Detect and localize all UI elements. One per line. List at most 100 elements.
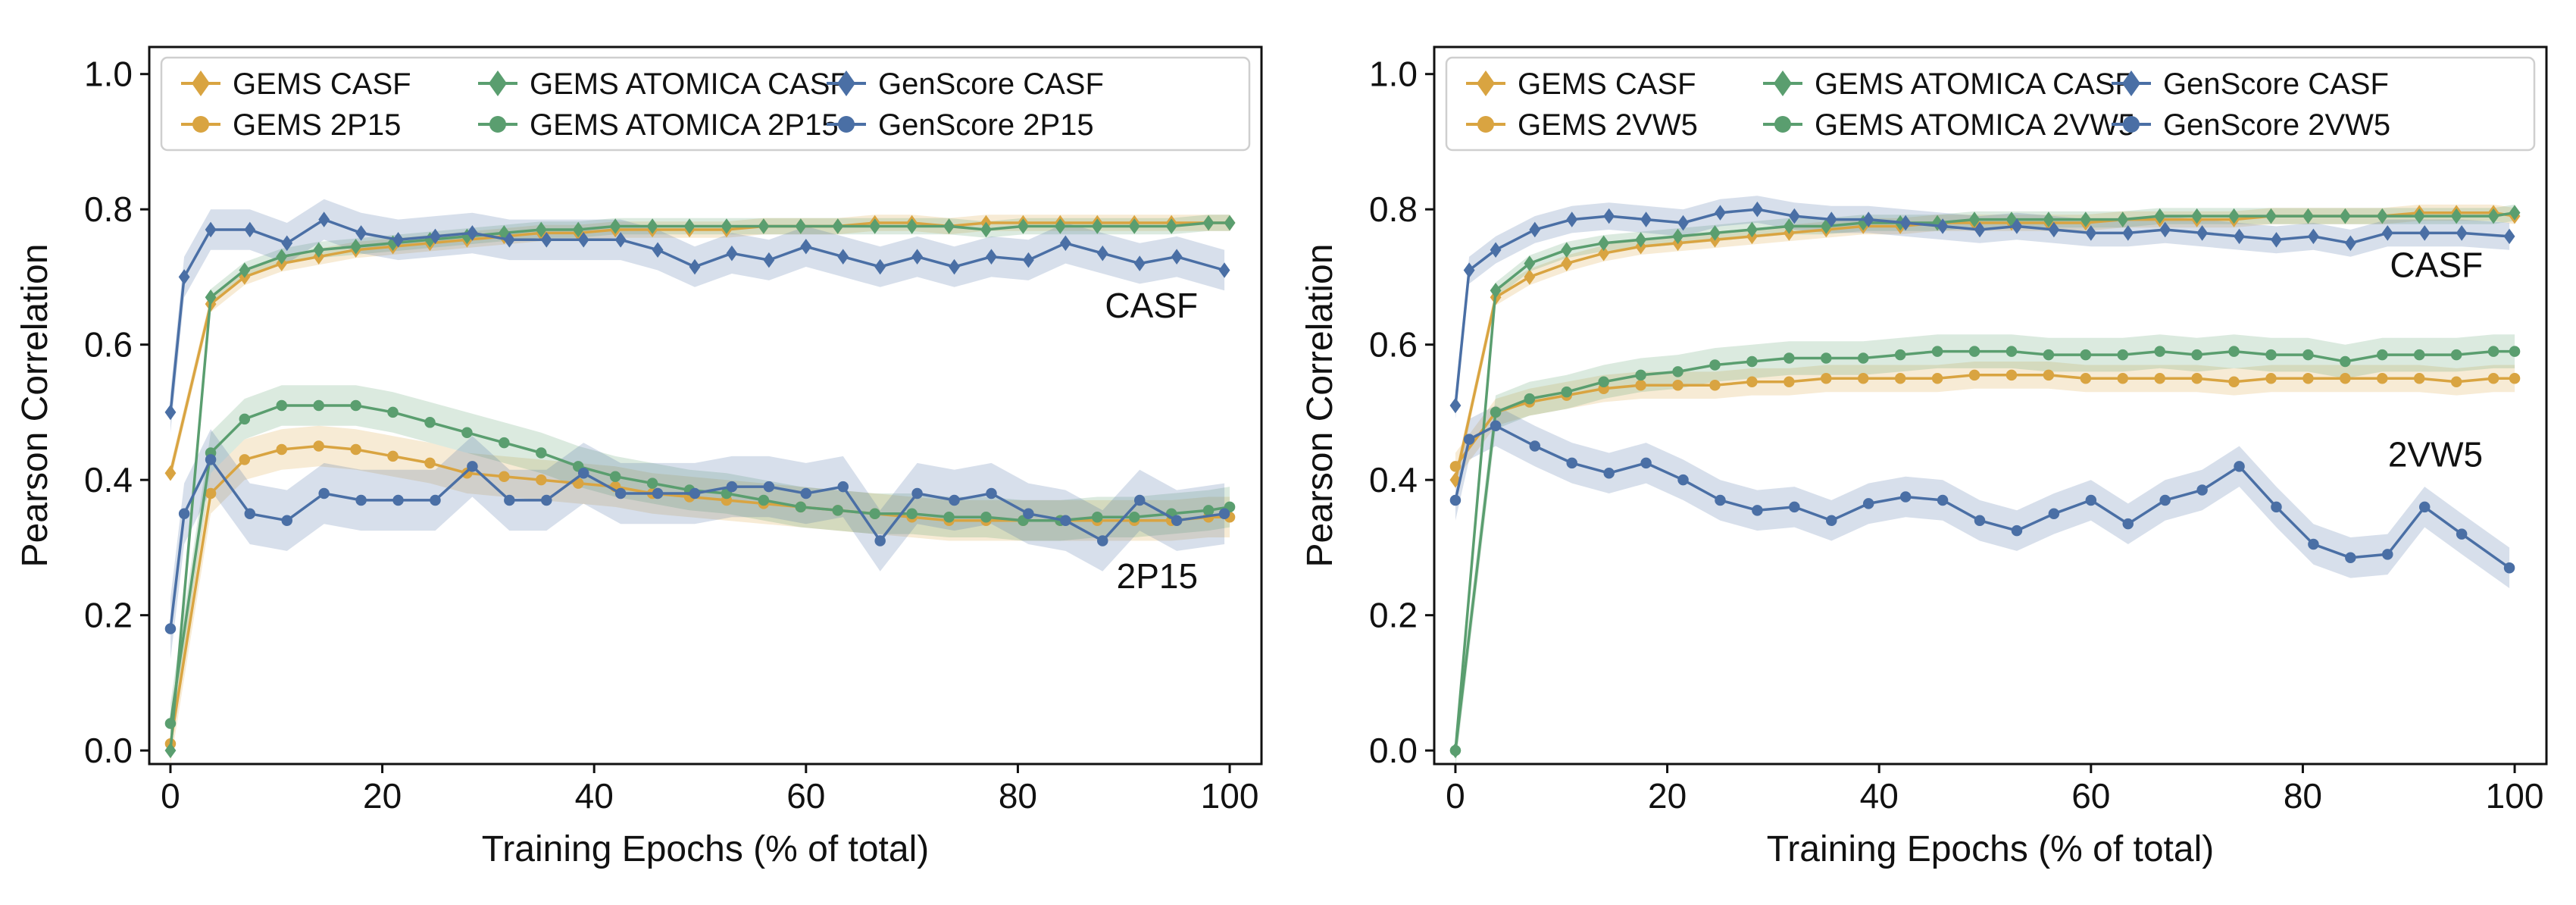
chart0-point-2-10 [535, 221, 547, 238]
chart0-point-1-6 [387, 450, 399, 462]
chart0-legend-box [160, 56, 1251, 152]
chart1-point-5-7 [1677, 474, 1689, 486]
chart1-point-2-4 [1598, 235, 1610, 252]
chart0-xtick-label-5: 100 [1201, 776, 1259, 816]
chart0-point-4-24 [1022, 252, 1034, 268]
chart1-point-1-29 [2509, 373, 2521, 384]
chart1-point-4-3 [1529, 221, 1541, 238]
chart0-point-2-27 [1165, 218, 1177, 234]
chart0-point-2-14 [683, 218, 696, 234]
chart0-point-5-24 [1023, 508, 1034, 520]
chart1-point-4-10 [1788, 208, 1800, 224]
chart1-point-4-0 [1449, 397, 1462, 414]
chart0-point-4-23 [986, 249, 997, 265]
chart1-legend-marker-1 [1477, 116, 1494, 133]
chart0-ytick-label-0: 0.0 [84, 731, 133, 770]
chart1-point-0-3 [1561, 255, 1573, 271]
chart0-point-5-1 [178, 508, 190, 520]
chart1-series-line-4 [1454, 208, 2510, 406]
chart0-point-2-28 [1202, 215, 1215, 231]
chart1-point-4-7 [1677, 215, 1689, 231]
chart1-point-1-5 [1635, 379, 1646, 391]
chart1-point-2-8 [1746, 221, 1758, 238]
chart1-legend-marker-3 [1774, 116, 1791, 133]
chart1-point-0-0 [1449, 471, 1462, 488]
chart1-point-5-0 [1449, 494, 1462, 506]
chart1-point-5-6 [1640, 457, 1652, 469]
chart1-point-1-23 [2302, 373, 2314, 384]
chart0-series-line-2 [169, 221, 1230, 751]
chart0-xtick-label-1: 20 [363, 776, 402, 816]
chart1-point-4-27 [2418, 225, 2431, 241]
chart0-point-5-22 [949, 494, 960, 506]
chart1-point-5-10 [1789, 501, 1800, 513]
chart1-point-5-28 [2456, 528, 2468, 540]
chart-panel-left: 0 20 40 60 80 100 0.0 0.2 0.4 0.6 0.8 1.0 Training E… [15, 45, 1263, 869]
chart0-point-3-8 [461, 427, 473, 438]
chart1-point-5-5 [1603, 467, 1615, 479]
chart1-point-1-18 [2117, 373, 2129, 384]
chart0-point-1-5 [350, 443, 361, 456]
chart1-point-4-17 [2048, 221, 2060, 238]
chart0-point-5-17 [763, 481, 775, 493]
chart1-point-2-20 [2191, 208, 2203, 224]
chart1-legend-label-3: GEMS ATOMICA 2VW5 [1815, 108, 2135, 142]
chart1-point-5-15 [1974, 515, 1986, 526]
chart1-point-3-8 [1746, 355, 1758, 368]
chart0-point-2-20 [906, 218, 918, 234]
chart1-point-3-1 [1490, 406, 1502, 418]
chart1-point-5-26 [2382, 549, 2393, 560]
chart0-legend-label-1: GEMS 2P15 [233, 108, 401, 142]
chart0-band-5 [170, 429, 1225, 659]
chart0-point-5-12 [577, 467, 589, 479]
chart1-point-5-25 [2345, 552, 2356, 564]
chart1-point-5-11 [1826, 515, 1837, 526]
chart1-legend-marker-0 [1477, 70, 1495, 96]
chart1-xtick-label-3: 60 [2071, 776, 2110, 816]
chart0-series-line-5 [169, 458, 1225, 629]
chart1-point-3-28 [2487, 346, 2499, 357]
chart0-point-4-20 [874, 258, 886, 275]
chart0-band-4 [170, 199, 1225, 433]
chart0-legend-marker-5 [838, 116, 855, 133]
chart1-point-1-10 [1821, 373, 1832, 384]
chart1-point-5-3 [1529, 440, 1541, 452]
chart1-ytick-label-1: 0.2 [1369, 596, 1418, 635]
chart1-point-5-24 [2308, 538, 2319, 550]
chart0-point-5-29 [1218, 508, 1230, 520]
chart0-point-1-4 [313, 440, 324, 452]
chart0-point-3-26 [1128, 512, 1140, 523]
chart0-point-3-4 [313, 399, 324, 412]
chart1-point-5-13 [1899, 491, 1912, 503]
chart1-point-4-25 [2344, 235, 2356, 252]
chart0-legend-marker-4 [837, 70, 855, 96]
chart1-point-3-19 [2154, 346, 2165, 357]
chart1-point-4-23 [2271, 232, 2282, 248]
chart1-legend-marker-5 [2123, 116, 2140, 133]
chart1-point-4-22 [2234, 228, 2245, 245]
chart0-point-2-13 [646, 218, 658, 234]
chart0-point-3-3 [276, 399, 288, 412]
chart1-point-5-23 [2271, 501, 2282, 513]
chart0-point-4-27 [1133, 255, 1146, 271]
chart1-point-2-27 [2450, 208, 2462, 224]
chart1-ytick-label-0: 0.0 [1369, 731, 1418, 770]
chart1-point-3-4 [1598, 376, 1609, 388]
chart1-point-3-13 [1931, 346, 1943, 357]
chart0-point-1-1 [205, 487, 217, 499]
chart0-ytick-label-5: 1.0 [84, 55, 133, 94]
chart0-point-5-16 [726, 481, 738, 493]
chart0-legend-label-2: GEMS ATOMICA CASF [530, 67, 849, 101]
chart1-point-1-21 [2228, 376, 2240, 388]
chart1-legend-marker-4 [2122, 70, 2140, 96]
chart1-point-5-22 [2234, 461, 2245, 472]
chart1-point-4-11 [1825, 211, 1837, 227]
chart1-point-5-18 [2085, 494, 2097, 506]
chart0-point-4-22 [949, 258, 960, 275]
chart0-series-line-0 [169, 221, 1230, 474]
chart1-point-5-9 [1752, 505, 1763, 516]
chart1-point-2-7 [1709, 225, 1721, 241]
chart0-point-5-20 [874, 535, 886, 546]
chart1-point-3-18 [2117, 349, 2129, 361]
